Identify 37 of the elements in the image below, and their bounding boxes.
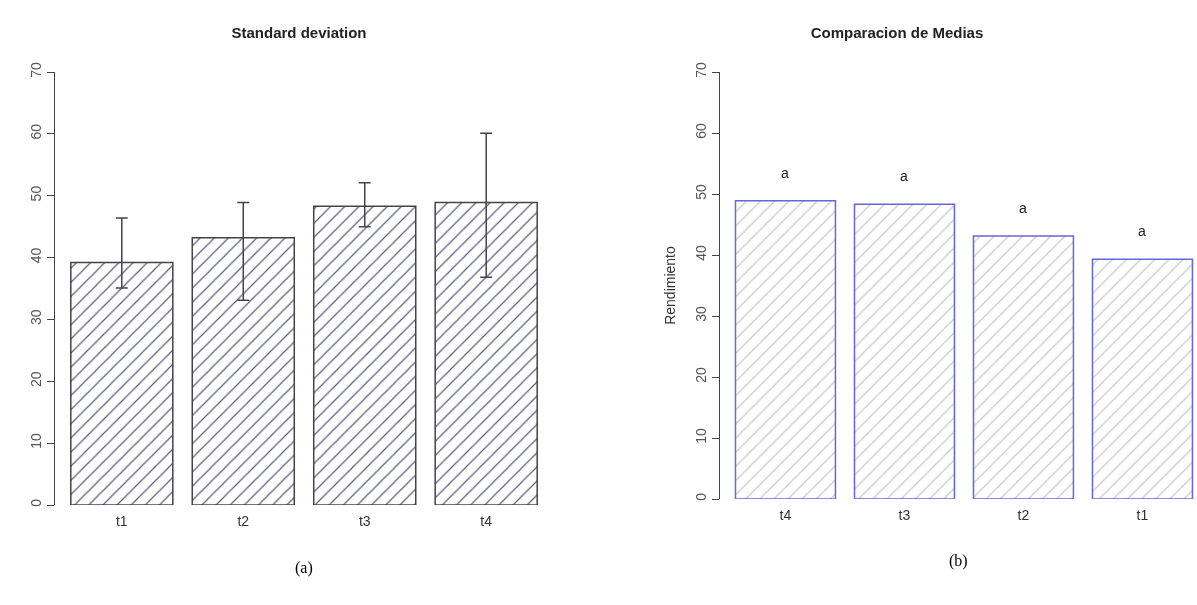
bar [1091, 258, 1194, 499]
annotation: a [1138, 223, 1146, 239]
x-tick-label: t1 [115, 513, 128, 529]
annotation: a [781, 165, 789, 181]
chart-title: Standard deviation [231, 23, 367, 41]
y-tick-label: 50 [28, 185, 45, 202]
text: (b) [949, 552, 968, 570]
bar [853, 203, 956, 499]
y-axis-title: Rendimiento [662, 245, 678, 325]
y-tick-label: 20 [28, 371, 45, 387]
x-tick-label: t2 [237, 513, 250, 529]
y-tick-label: 10 [693, 427, 710, 444]
x-tick-label: t3 [898, 507, 911, 523]
text: (a) [295, 559, 313, 577]
y-tick-label: 20 [693, 366, 710, 383]
bar [734, 199, 837, 499]
chart-title: Comparacion de Medias [810, 23, 984, 41]
x-tick-label: t1 [1136, 507, 1149, 523]
y-tick-label: 70 [693, 61, 710, 78]
annotation: a [1019, 200, 1027, 216]
x-tick-label: t3 [358, 513, 371, 529]
x-tick-label: t4 [480, 513, 493, 529]
y-tick-label: 50 [693, 183, 710, 200]
y-tick-label: 30 [693, 305, 710, 322]
y-tick-label: 60 [693, 122, 710, 139]
y-tick-label: 0 [693, 492, 710, 501]
y-tick-label: 30 [28, 309, 45, 326]
y-tick-label: 60 [28, 123, 45, 140]
y-tick-label: 70 [28, 61, 45, 78]
x-tick-label: t4 [779, 507, 792, 523]
y-tick-label: 40 [693, 244, 710, 261]
bar [972, 235, 1075, 499]
y-tick-label: 10 [28, 433, 45, 449]
x-tick-label: t2 [1017, 507, 1030, 523]
y-tick-label: 40 [28, 247, 45, 264]
y-tick-label: 0 [28, 498, 45, 507]
annotation: a [900, 168, 908, 184]
